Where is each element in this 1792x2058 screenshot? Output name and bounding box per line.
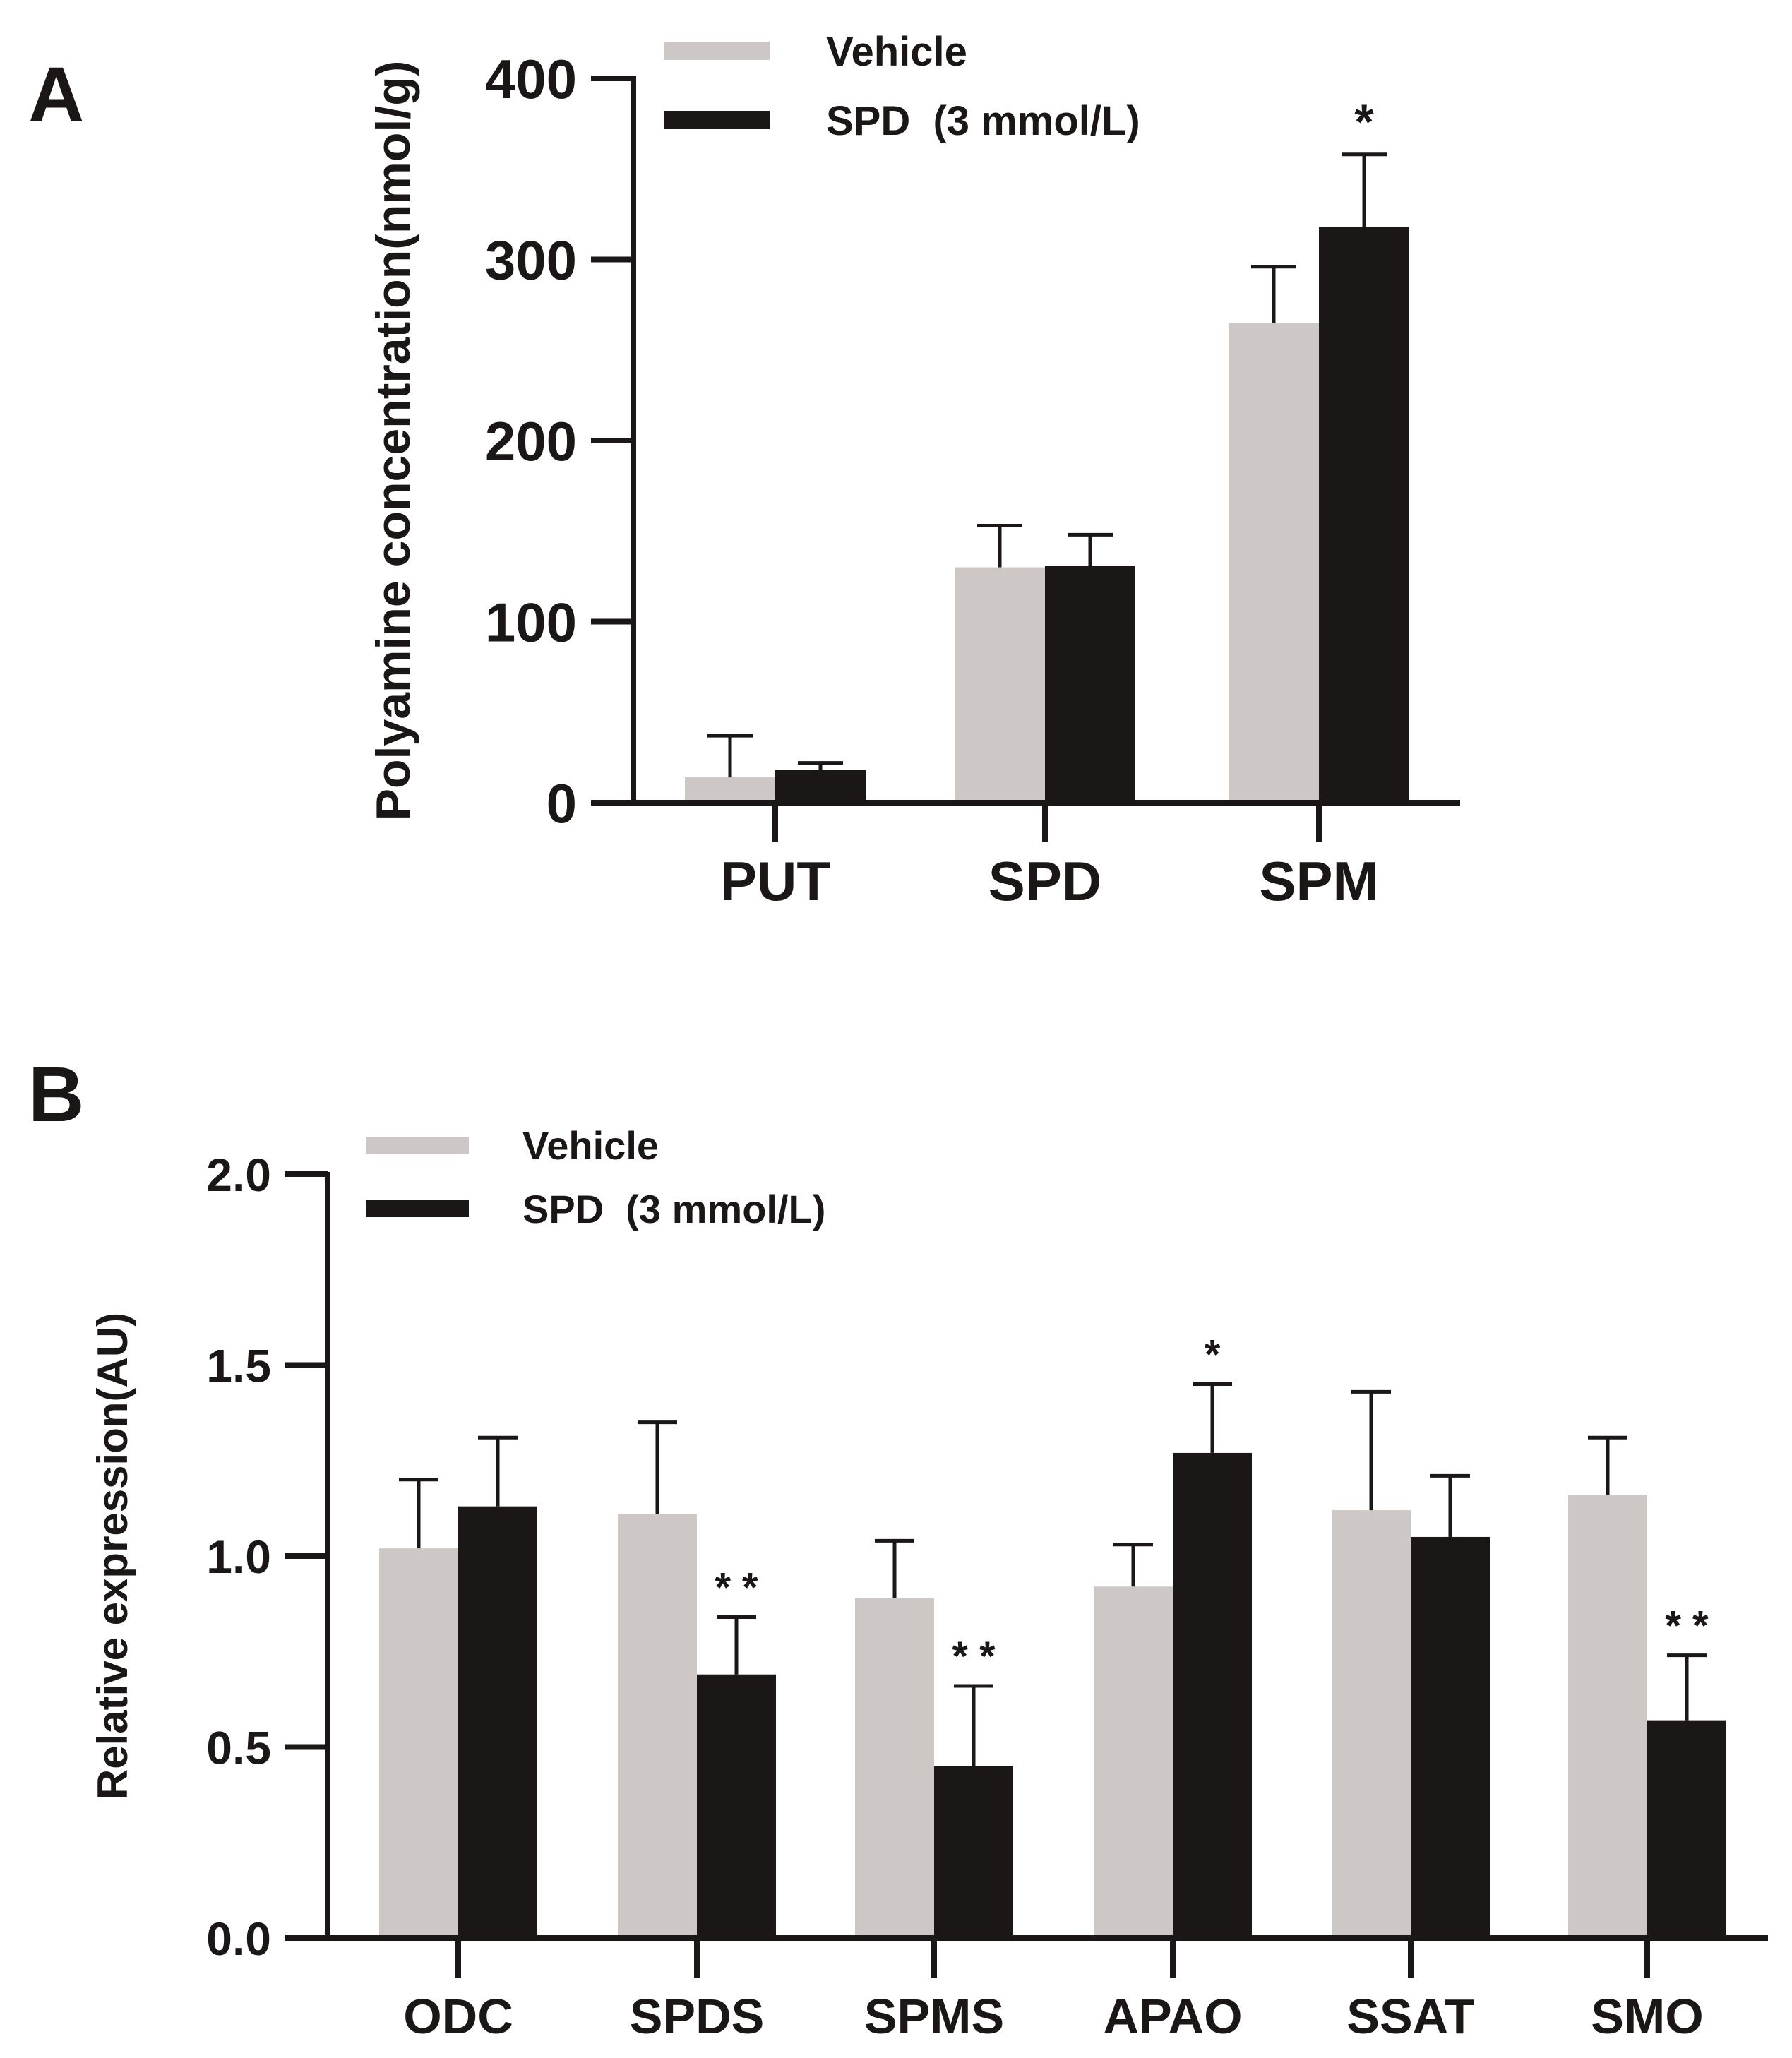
x-tick-label: SSAT (1346, 1989, 1475, 2044)
bar-spds-spd (697, 1674, 776, 1938)
bar-smo-spd (1647, 1720, 1726, 1938)
legend-label-vehicle: Vehicle (826, 29, 967, 75)
y-axis-label: Relative expression(AU) (89, 1312, 136, 1800)
bar-smo-vehicle (1568, 1495, 1647, 1938)
panel-label-b: B (28, 1051, 84, 1138)
bar-put-spd (775, 770, 866, 803)
y-axis-label: Polyamine concentration(nmol/g) (366, 61, 420, 821)
x-tick-label: SPD (988, 850, 1101, 912)
x-tick-label: ODC (403, 1989, 513, 2044)
chart-panel-a: 0 100 200 300 400 PUT SPD SPM Polyamine concentr… (366, 29, 1460, 912)
bar-spd-spd (1045, 565, 1135, 803)
x-tick-label: PUT (720, 850, 830, 912)
x-tick-label: SPM (1259, 850, 1378, 912)
y-tick-label: 200 (485, 410, 577, 472)
legend-label-spd: SPD (3 mmol/L) (522, 1187, 825, 1231)
significance-marker: * * (715, 1565, 758, 1611)
legend-swatch-spd (366, 1200, 469, 1217)
bar-spm-vehicle (1229, 323, 1319, 803)
legend-swatch-vehicle (366, 1137, 469, 1154)
significance-marker: * (1205, 1332, 1221, 1378)
bar-put-vehicle (685, 777, 775, 803)
bar-ssat-vehicle (1332, 1510, 1411, 1938)
legend-label-spd: SPD (3 mmol/L) (826, 98, 1140, 144)
y-tick-label: 400 (485, 48, 577, 110)
x-tick-label: SPMS (864, 1989, 1004, 2044)
y-tick-label: 0 (546, 772, 577, 834)
bar-spd-vehicle (955, 567, 1045, 803)
chart-panel-b: 0.0 0.5 1.0 1.5 2.0 ODC SPDS SPMS APAO SSAT SMO Rel… (89, 1123, 1768, 2044)
bar-apao-spd (1173, 1452, 1252, 1938)
panel-label-a: A (28, 52, 84, 138)
bar-spms-spd (934, 1766, 1013, 1938)
y-tick-label: 2.0 (206, 1149, 271, 1201)
significance-marker: * * (1665, 1603, 1709, 1649)
y-tick-label: 1.0 (206, 1531, 271, 1583)
x-tick-label: SMO (1591, 1989, 1703, 2044)
bar-spds-vehicle (618, 1514, 697, 1938)
bar-ssat-spd (1411, 1536, 1490, 1938)
bar-spms-vehicle (855, 1598, 934, 1938)
y-tick-label: 300 (485, 229, 577, 292)
bar-odc-spd (458, 1506, 537, 1938)
legend-swatch-vehicle (664, 42, 770, 60)
x-tick-label: APAO (1103, 1989, 1242, 2044)
y-tick-label: 100 (485, 592, 577, 654)
y-tick-label: 0.5 (206, 1721, 271, 1773)
bar-apao-vehicle (1094, 1586, 1173, 1938)
bar-odc-vehicle (379, 1548, 458, 1938)
y-tick-label: 1.5 (206, 1339, 271, 1392)
significance-marker: * * (952, 1634, 996, 1680)
bar-spm-spd (1319, 227, 1409, 803)
legend-swatch-spd (664, 111, 770, 129)
significance-marker: * (1354, 95, 1374, 150)
x-tick-label: SPDS (630, 1989, 765, 2044)
legend-label-vehicle: Vehicle (522, 1123, 659, 1168)
y-tick-label: 0.0 (206, 1913, 271, 1965)
